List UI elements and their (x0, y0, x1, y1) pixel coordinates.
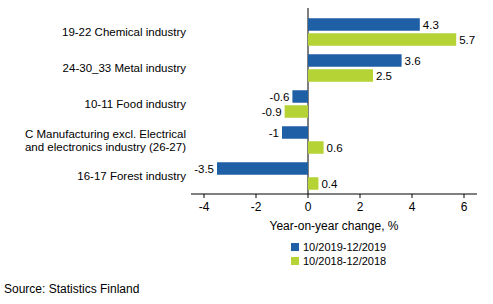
x-axis: -4 -2 0 2 4 6 (191, 8, 477, 214)
chart-root: -4 -2 0 2 4 6 Year-on-year change, % 19-22 Chem… (0, 0, 493, 304)
category-label: C Manufacturing excl. Electricaland elec… (25, 128, 186, 153)
bar (292, 90, 308, 103)
data-label: -1 (269, 127, 279, 139)
category-label-line: and electronics industry (26-27) (25, 141, 186, 153)
x-tick-label: 0 (305, 200, 312, 214)
data-label: -0.6 (270, 91, 290, 103)
x-axis-label: Year-on-year change, % (270, 219, 399, 233)
data-label: 0.4 (321, 178, 338, 190)
x-tick-label: -4 (199, 200, 210, 214)
chart-svg: -4 -2 0 2 4 6 Year-on-year change, % 19-22 Chem… (0, 0, 493, 304)
legend-label: 10/2019-12/2019 (303, 241, 386, 253)
bar (308, 33, 456, 46)
legend-swatch (291, 257, 299, 265)
data-label: 4.3 (423, 19, 439, 31)
category-label: 16-17 Forest industry (77, 170, 186, 182)
bars (217, 18, 456, 190)
category-label-line: C Manufacturing excl. Electrical (25, 128, 186, 140)
x-tick (204, 194, 205, 198)
category-label: 24-30_33 Metal industry (63, 62, 187, 74)
data-label: -3.5 (194, 163, 214, 175)
bar (308, 69, 373, 82)
x-tick-label: -2 (251, 200, 262, 214)
legend-label: 10/2018-12/2018 (303, 255, 386, 267)
data-label: 5.7 (459, 34, 475, 46)
category-label-line: 19-22 Chemical industry (62, 26, 186, 38)
data-label: 0.6 (327, 142, 343, 154)
x-tick (464, 194, 465, 198)
x-tick-label: 4 (409, 200, 416, 214)
bar (308, 18, 420, 31)
bar (285, 105, 308, 118)
x-tick-label: 2 (357, 200, 364, 214)
x-tick (360, 194, 361, 198)
data-label: 2.5 (376, 70, 392, 82)
x-tick (412, 194, 413, 198)
x-tick-label: 6 (461, 200, 468, 214)
data-label: -0.9 (262, 106, 282, 118)
bar (282, 126, 308, 139)
legend: 10/2019-12/2019 10/2018-12/2018 (291, 241, 386, 267)
x-tick (308, 194, 309, 198)
x-tick (256, 194, 257, 198)
source: Source: Statistics Finland (4, 282, 139, 296)
data-label: 3.6 (405, 55, 421, 67)
bar (308, 177, 318, 190)
bar (217, 162, 308, 175)
data-labels: 4.3 3.6 -0.6 -1 -3.5 5.7 2.5 -0.9 0.6 0.4 (194, 19, 475, 190)
category-label-line: 10-11 Food industry (85, 98, 187, 110)
category-label-line: 16-17 Forest industry (77, 170, 186, 182)
legend-swatch (291, 243, 299, 251)
x-axis-line (191, 194, 477, 195)
category-label: 19-22 Chemical industry (62, 26, 186, 38)
bar (308, 141, 324, 154)
bar (308, 54, 402, 67)
category-label: 10-11 Food industry (85, 98, 187, 110)
category-label-line: 24-30_33 Metal industry (63, 62, 187, 74)
